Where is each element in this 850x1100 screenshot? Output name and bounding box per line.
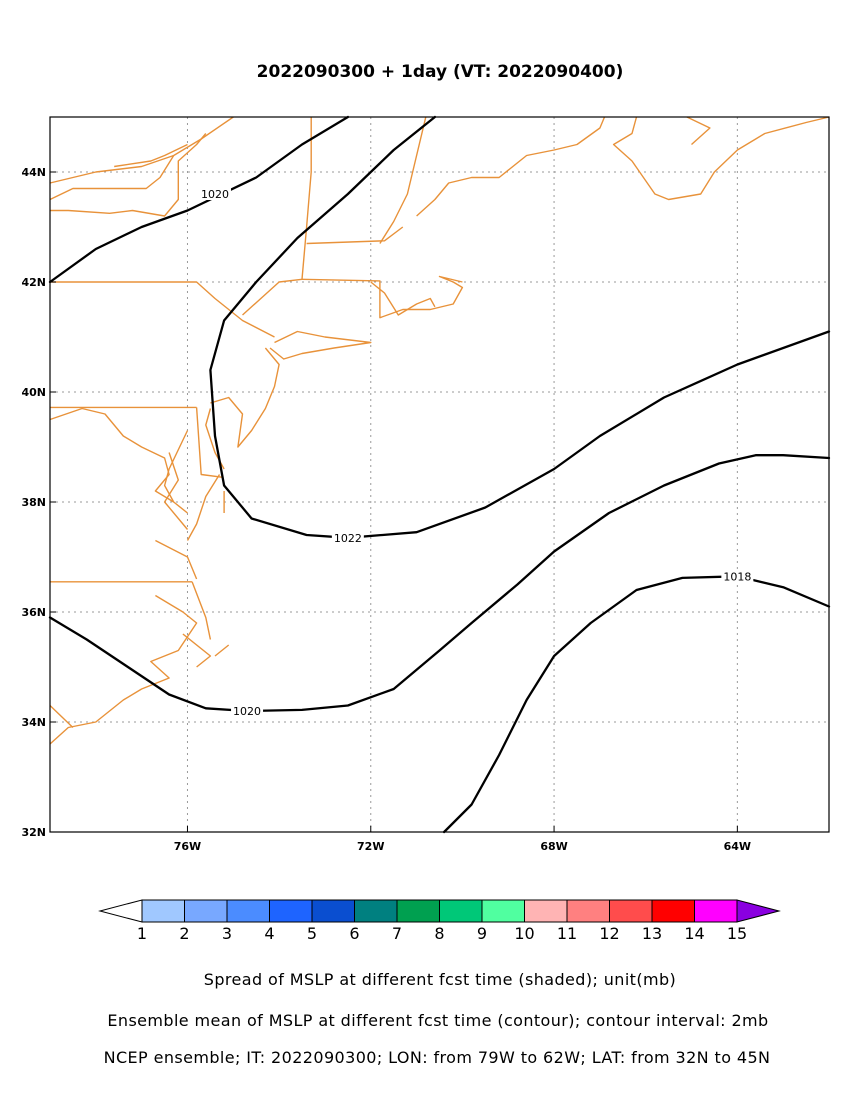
coastline xyxy=(195,407,222,478)
y-tick-label: 34N xyxy=(21,716,46,729)
coastline xyxy=(50,133,207,217)
y-tick-label: 40N xyxy=(21,386,46,399)
coastline xyxy=(191,581,212,640)
coastline xyxy=(379,116,427,244)
x-tick-label: 72W xyxy=(357,840,384,853)
x-axis-ticks: 76W 72W 68W 64W xyxy=(174,826,751,853)
colorbar-tick-label: 10 xyxy=(514,924,534,943)
colorbar-tick-label: 11 xyxy=(557,924,577,943)
caption-spread: Spread of MSLP at different fcst time (s… xyxy=(204,970,676,989)
contour-label-bg xyxy=(331,530,364,544)
colorbar-swatch xyxy=(609,899,653,923)
colorbar-tick-label: 13 xyxy=(642,924,662,943)
contour-label: 1020 xyxy=(233,705,261,718)
coastline xyxy=(163,430,189,514)
colorbar-swatch xyxy=(226,899,270,923)
coastline xyxy=(214,644,230,657)
contour-label-bg xyxy=(231,704,264,717)
coastline xyxy=(186,474,221,541)
colorbar-tick-label: 4 xyxy=(264,924,274,943)
colorbar-tick-label: 1 xyxy=(137,924,147,943)
contour-line xyxy=(48,454,831,713)
y-tick-label: 36N xyxy=(21,606,46,619)
coastline xyxy=(416,116,606,217)
caption-source: NCEP ensemble; IT: 2022090300; LON: from… xyxy=(104,1048,771,1067)
coastline xyxy=(612,116,830,201)
coastline xyxy=(155,539,198,580)
colorbar: 1 2 3 4 5 6 7 8 9 10 11 12 13 14 15 xyxy=(98,899,781,943)
x-tick-label: 76W xyxy=(174,840,201,853)
colorbar-swatch xyxy=(439,899,483,923)
coastline xyxy=(242,117,312,316)
colorbar-swatch xyxy=(396,899,440,923)
colorbar-tick-label: 15 xyxy=(727,924,747,943)
colorbar-high-arrow xyxy=(736,899,781,923)
y-tick-label: 44N xyxy=(21,166,46,179)
contour-label-bg xyxy=(721,569,754,583)
coastline xyxy=(49,155,175,201)
y-tick-label: 42N xyxy=(21,276,46,289)
figure-title: 2022090300 + 1day (VT: 2022090400) xyxy=(257,62,624,82)
colorbar-swatch xyxy=(566,899,610,923)
colorbar-tick-label: 8 xyxy=(434,924,444,943)
coastline xyxy=(210,347,280,448)
colorbar-swatch xyxy=(311,899,355,923)
coastline xyxy=(301,275,464,319)
graticule xyxy=(50,117,829,832)
colorbar-tick-label: 7 xyxy=(392,924,402,943)
contour-line xyxy=(209,115,831,539)
coastline xyxy=(306,226,404,245)
y-tick-label: 32N xyxy=(21,826,46,839)
colorbar-tick-label: 5 xyxy=(307,924,317,943)
contour-label-bg xyxy=(198,187,231,200)
coastline xyxy=(269,330,372,360)
colorbar-swatch xyxy=(141,899,185,923)
contour-line xyxy=(48,115,350,284)
map-background xyxy=(50,117,829,832)
coastline xyxy=(49,407,175,503)
colorbar-tick-label: 2 xyxy=(179,924,189,943)
colorbar-swatch xyxy=(354,899,398,923)
colorbar-low-arrow xyxy=(98,899,143,923)
colorbar-tick-label: 9 xyxy=(477,924,487,943)
caption-contour: Ensemble mean of MSLP at different fcst … xyxy=(107,1011,768,1030)
x-tick-label: 64W xyxy=(724,840,751,853)
colorbar-swatch xyxy=(694,899,738,923)
coastline xyxy=(182,633,212,668)
contour-label: 1020 xyxy=(201,188,229,201)
coastline xyxy=(49,594,198,745)
colorbar-swatch xyxy=(184,899,228,923)
mslp-contours: 1020 1022 1020 1018 xyxy=(48,115,831,834)
coastline xyxy=(686,116,711,146)
map-frame xyxy=(49,116,830,833)
colorbar-swatch xyxy=(481,899,525,923)
map: 1020 1022 1020 1018 76W 72W 68W 64W 44N 42N 40N 3… xyxy=(21,115,831,853)
colorbar-swatch xyxy=(269,899,313,923)
contour-label: 1018 xyxy=(723,570,751,583)
colorbar-swatch xyxy=(524,899,568,923)
coastline xyxy=(370,281,436,316)
y-tick-label: 38N xyxy=(21,496,46,509)
colorbar-swatch xyxy=(651,899,695,923)
coastline xyxy=(114,143,188,168)
coastline xyxy=(49,116,234,184)
contour-label: 1022 xyxy=(334,532,362,545)
colorbar-tick-label: 3 xyxy=(222,924,232,943)
colorbar-tick-label: 12 xyxy=(599,924,619,943)
colorbar-tick-label: 6 xyxy=(349,924,359,943)
coastline xyxy=(50,281,275,338)
coastline xyxy=(163,452,189,530)
y-axis-ticks: 44N 42N 40N 38N 36N 34N 32N xyxy=(21,166,56,839)
x-tick-label: 68W xyxy=(540,840,567,853)
colorbar-tick-label: 14 xyxy=(684,924,704,943)
coastline xyxy=(49,704,74,729)
